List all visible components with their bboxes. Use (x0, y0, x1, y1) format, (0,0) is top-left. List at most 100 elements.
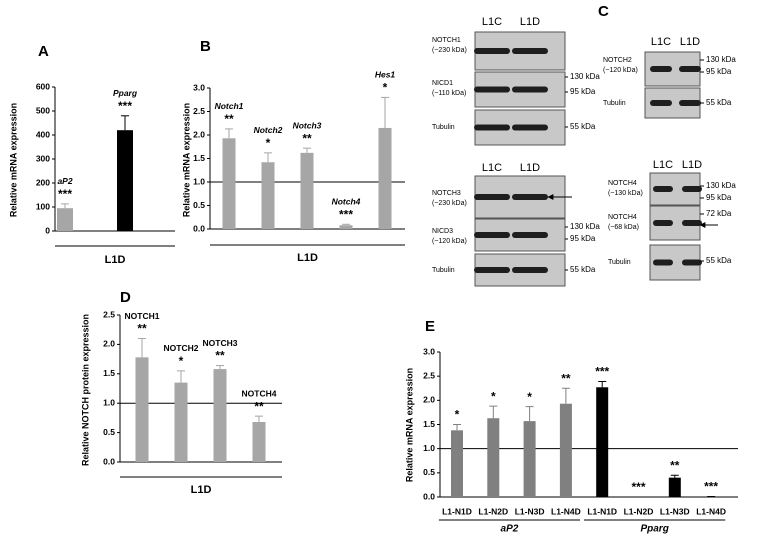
y-tick-label: 500 (36, 105, 50, 115)
y-tick-label: 0.5 (103, 427, 115, 437)
row-label: NOTCH4 (608, 214, 637, 221)
marker-label: 130 kDa (570, 72, 600, 81)
category-label: Notch3 (293, 120, 322, 130)
category-label: Notch2 (254, 125, 283, 135)
marker-label: 95 kDa (706, 193, 732, 202)
category-label: Hes1 (375, 70, 396, 80)
significance: * (383, 81, 388, 95)
row-label: Tubulin (603, 100, 626, 107)
marker-label: 72 kDa (706, 209, 732, 218)
marker-label: 55 kDa (570, 122, 596, 131)
significance: ** (224, 112, 234, 126)
row-label: NOTCH1 (432, 37, 461, 44)
blot-band (682, 220, 702, 226)
y-tick-label: 200 (36, 177, 50, 187)
y-tick-label: 0.0 (103, 456, 115, 466)
x-axis-label: L1D (297, 252, 318, 264)
y-tick-label: 300 (36, 153, 50, 163)
significance: ** (215, 349, 225, 363)
row-label: Tubulin (432, 124, 455, 131)
marker-label: 130 kDa (706, 181, 736, 190)
row-label-size: (~110 kDa) (432, 90, 466, 97)
y-axis-label: Relative mRNA expression (8, 103, 18, 217)
category-label: NOTCH3 (203, 338, 238, 348)
blot-band (474, 48, 510, 54)
y-axis-label: Relative NOTCH protein expression (80, 314, 90, 466)
y-tick-label: 2.5 (423, 370, 435, 380)
blot-band (474, 124, 510, 131)
y-tick-label: 1.5 (423, 419, 435, 429)
bar (300, 152, 314, 229)
group-label: Pparg (640, 524, 668, 535)
blot-band (653, 220, 673, 226)
x-tick-label: L1-N3D (515, 506, 545, 516)
bar (487, 418, 500, 497)
bar (213, 369, 227, 462)
lane-label: L1C (482, 16, 502, 28)
bar (57, 208, 73, 231)
blot-band (512, 232, 548, 238)
panel-letter: C (598, 3, 609, 20)
row-label-size: (~130 kDa) (608, 190, 643, 197)
y-tick-label: 0.0 (423, 491, 435, 501)
row-label: NICD3 (432, 228, 453, 235)
x-tick-label: L1-N3D (660, 506, 690, 516)
y-tick-label: 1.0 (103, 397, 115, 407)
marker-label: 55 kDa (706, 256, 732, 265)
significance: *** (58, 187, 72, 201)
row-label: Tubulin (608, 259, 631, 266)
category-label: NOTCH1 (125, 311, 160, 321)
blot-band (512, 194, 548, 200)
lane-label: L1D (520, 16, 540, 28)
lane-label: L1C (651, 36, 671, 48)
row-label: Tubulin (432, 267, 455, 274)
x-tick-label: L1-N2D (624, 506, 654, 516)
blot-band (512, 86, 548, 93)
significance: * (266, 136, 271, 150)
row-label-size: (~120 kDa) (432, 238, 467, 245)
blot-band (474, 232, 510, 238)
y-tick-label: 100 (36, 201, 50, 211)
y-tick-label: 400 (36, 129, 50, 139)
y-axis-label: Relative mRNA expression (181, 103, 191, 217)
y-tick-label: 600 (36, 81, 50, 91)
blot-band (679, 66, 701, 72)
x-tick-label: L1-N4D (551, 506, 581, 516)
x-tick-label: L1-N1D (587, 506, 617, 516)
significance: *** (631, 480, 645, 494)
y-tick-label: 0.5 (423, 467, 435, 477)
blot-band (653, 259, 673, 266)
y-tick-label: 3.0 (423, 346, 435, 356)
bar (559, 403, 572, 497)
significance: ** (254, 399, 264, 413)
category-label: NOTCH4 (242, 388, 277, 398)
bar (378, 127, 392, 229)
significance: * (527, 390, 532, 404)
bar (252, 422, 266, 462)
lane-label: L1C (653, 159, 673, 171)
y-tick-label: 1.0 (193, 176, 205, 186)
y-tick-label: 0.0 (193, 223, 205, 233)
blot-band (474, 194, 510, 200)
bar (174, 382, 188, 462)
marker-label: 95 kDa (570, 234, 596, 243)
blot-band (474, 267, 510, 273)
x-tick-label: L1-N1D (442, 506, 472, 516)
bar (135, 357, 149, 462)
lane-label: L1D (520, 162, 540, 174)
significance: ** (670, 458, 680, 472)
blot-band (474, 86, 510, 93)
row-label: NOTCH2 (603, 57, 632, 64)
row-label-size: (~68 kDa) (608, 224, 639, 231)
bar (668, 477, 681, 497)
significance: *** (339, 207, 353, 221)
y-tick-label: 2.5 (103, 309, 115, 319)
significance: ** (561, 371, 571, 385)
panel-letter: B (200, 38, 211, 55)
y-axis-label: Relative mRNA expression (404, 368, 414, 482)
significance: * (491, 389, 496, 403)
x-axis-label: L1D (191, 484, 212, 496)
row-label-size: (~230 kDa) (432, 200, 467, 207)
y-tick-label: 0 (45, 225, 50, 235)
